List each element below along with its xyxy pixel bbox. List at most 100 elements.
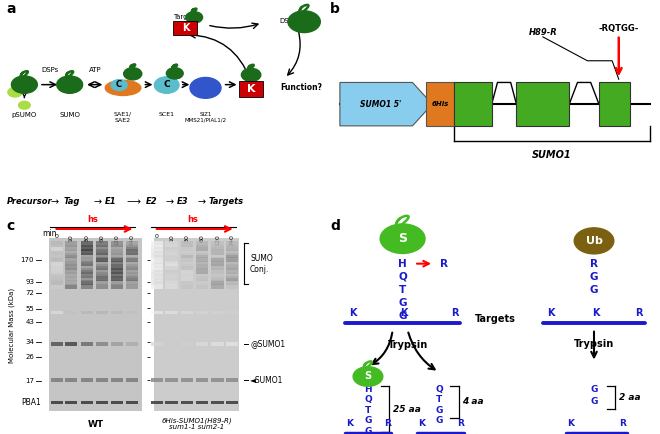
FancyBboxPatch shape bbox=[151, 264, 163, 270]
FancyBboxPatch shape bbox=[181, 378, 193, 382]
Text: E1: E1 bbox=[105, 197, 117, 206]
FancyBboxPatch shape bbox=[111, 257, 123, 262]
Text: DSPs: DSPs bbox=[279, 18, 296, 24]
FancyBboxPatch shape bbox=[454, 82, 492, 126]
Ellipse shape bbox=[105, 80, 141, 95]
Text: d: d bbox=[330, 219, 340, 233]
Text: Targets: Targets bbox=[475, 314, 516, 324]
FancyBboxPatch shape bbox=[51, 249, 63, 254]
FancyBboxPatch shape bbox=[111, 245, 123, 251]
FancyBboxPatch shape bbox=[151, 249, 163, 254]
Circle shape bbox=[166, 68, 183, 79]
FancyBboxPatch shape bbox=[126, 264, 138, 270]
FancyBboxPatch shape bbox=[181, 401, 193, 404]
FancyBboxPatch shape bbox=[211, 245, 224, 251]
FancyBboxPatch shape bbox=[126, 245, 138, 251]
Text: pSUMO: pSUMO bbox=[12, 112, 37, 118]
Text: E2: E2 bbox=[146, 197, 157, 206]
Text: 30: 30 bbox=[84, 234, 89, 242]
FancyBboxPatch shape bbox=[226, 378, 238, 382]
FancyBboxPatch shape bbox=[196, 268, 209, 274]
Text: K: K bbox=[592, 308, 599, 318]
FancyBboxPatch shape bbox=[51, 257, 63, 262]
FancyBboxPatch shape bbox=[166, 245, 178, 251]
FancyBboxPatch shape bbox=[211, 280, 224, 285]
FancyBboxPatch shape bbox=[196, 245, 209, 251]
FancyBboxPatch shape bbox=[65, 378, 77, 382]
FancyBboxPatch shape bbox=[151, 280, 163, 285]
Text: R: R bbox=[440, 259, 448, 269]
Text: 10: 10 bbox=[169, 234, 174, 242]
FancyBboxPatch shape bbox=[226, 249, 238, 254]
Text: PBA1: PBA1 bbox=[21, 398, 40, 407]
FancyBboxPatch shape bbox=[81, 378, 93, 382]
FancyBboxPatch shape bbox=[196, 241, 209, 247]
FancyBboxPatch shape bbox=[211, 342, 224, 345]
FancyBboxPatch shape bbox=[111, 241, 123, 247]
Text: 120: 120 bbox=[115, 234, 119, 246]
FancyBboxPatch shape bbox=[517, 82, 569, 126]
Text: 72: 72 bbox=[25, 290, 34, 296]
FancyBboxPatch shape bbox=[226, 401, 238, 404]
FancyBboxPatch shape bbox=[96, 276, 108, 282]
FancyBboxPatch shape bbox=[111, 253, 123, 258]
FancyBboxPatch shape bbox=[81, 268, 93, 274]
FancyBboxPatch shape bbox=[65, 272, 77, 278]
Text: DSPs: DSPs bbox=[41, 66, 58, 72]
Text: G: G bbox=[364, 427, 372, 434]
FancyBboxPatch shape bbox=[151, 272, 163, 278]
FancyBboxPatch shape bbox=[211, 253, 224, 258]
FancyBboxPatch shape bbox=[196, 311, 209, 314]
FancyBboxPatch shape bbox=[196, 272, 209, 278]
Text: 30: 30 bbox=[185, 234, 189, 242]
FancyBboxPatch shape bbox=[151, 378, 163, 382]
Circle shape bbox=[353, 367, 383, 386]
FancyBboxPatch shape bbox=[81, 245, 93, 251]
Text: SCE1: SCE1 bbox=[158, 112, 175, 117]
FancyBboxPatch shape bbox=[65, 241, 77, 247]
FancyBboxPatch shape bbox=[65, 342, 77, 345]
Text: H89-R: H89-R bbox=[529, 28, 557, 37]
FancyBboxPatch shape bbox=[181, 249, 193, 254]
FancyBboxPatch shape bbox=[51, 272, 63, 278]
Text: Tag: Tag bbox=[63, 197, 80, 206]
FancyBboxPatch shape bbox=[96, 268, 108, 274]
Text: 43: 43 bbox=[25, 319, 34, 325]
FancyBboxPatch shape bbox=[126, 276, 138, 282]
FancyBboxPatch shape bbox=[151, 342, 163, 345]
FancyBboxPatch shape bbox=[181, 342, 193, 345]
Text: 60: 60 bbox=[200, 234, 205, 242]
FancyBboxPatch shape bbox=[181, 261, 193, 266]
FancyBboxPatch shape bbox=[196, 280, 209, 285]
FancyBboxPatch shape bbox=[181, 272, 193, 278]
Text: 25 aa: 25 aa bbox=[393, 404, 420, 414]
Text: 60: 60 bbox=[100, 234, 104, 242]
FancyBboxPatch shape bbox=[211, 261, 224, 266]
FancyBboxPatch shape bbox=[166, 378, 178, 382]
FancyBboxPatch shape bbox=[65, 264, 77, 270]
FancyBboxPatch shape bbox=[181, 268, 193, 274]
Text: 10: 10 bbox=[69, 234, 74, 242]
Text: T: T bbox=[399, 285, 406, 295]
FancyBboxPatch shape bbox=[211, 378, 224, 382]
Text: K: K bbox=[547, 308, 555, 318]
FancyBboxPatch shape bbox=[226, 284, 238, 289]
Text: H: H bbox=[398, 259, 407, 269]
FancyBboxPatch shape bbox=[181, 311, 193, 314]
Text: 6His: 6His bbox=[431, 101, 449, 107]
FancyBboxPatch shape bbox=[166, 264, 178, 270]
FancyBboxPatch shape bbox=[211, 276, 224, 282]
Text: K: K bbox=[568, 419, 574, 428]
FancyBboxPatch shape bbox=[126, 268, 138, 274]
FancyBboxPatch shape bbox=[211, 257, 224, 262]
FancyBboxPatch shape bbox=[126, 257, 138, 262]
FancyBboxPatch shape bbox=[166, 280, 178, 285]
FancyBboxPatch shape bbox=[173, 21, 197, 35]
FancyBboxPatch shape bbox=[166, 253, 178, 258]
Circle shape bbox=[154, 77, 179, 93]
Text: SAE1/
SAE2: SAE1/ SAE2 bbox=[114, 112, 132, 122]
Text: G: G bbox=[364, 416, 372, 425]
Text: G: G bbox=[435, 406, 443, 415]
FancyBboxPatch shape bbox=[96, 264, 108, 270]
FancyBboxPatch shape bbox=[65, 249, 77, 254]
